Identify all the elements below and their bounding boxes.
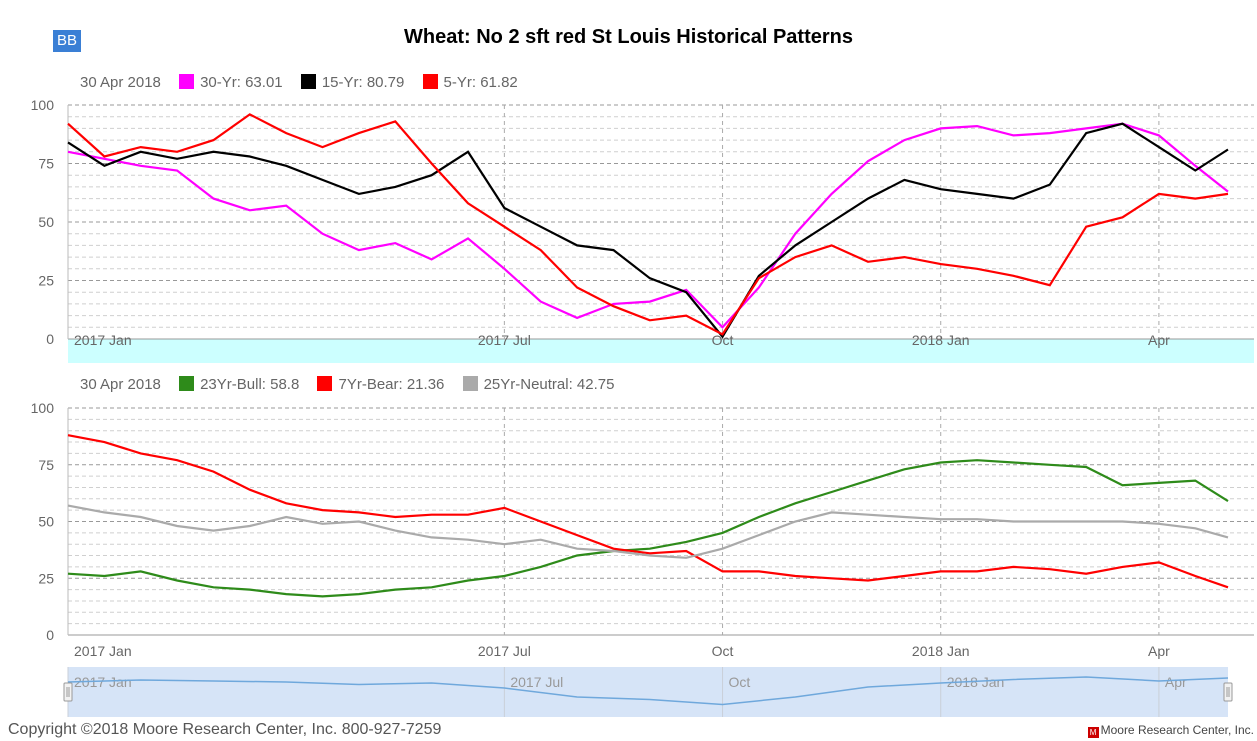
- top-chart-date-band: [68, 339, 1254, 363]
- top-legend-date: 30 Apr 2018: [80, 74, 161, 91]
- navigator-background: [68, 667, 1228, 717]
- top-chart-y-tick-label: 100: [31, 97, 55, 113]
- bottom-chart-x-tick-label: 2017 Jan: [74, 643, 132, 659]
- bottom-legend: 30 Apr 2018 23Yr-Bull: 58.8 7Yr-Bear: 21…: [80, 376, 614, 393]
- brand-credit[interactable]: M Moore Research Center, Inc.: [1087, 723, 1254, 738]
- bb-badge[interactable]: BB: [53, 30, 81, 52]
- navigator-handle-left[interactable]: [63, 682, 73, 702]
- bottom-chart-x-tick-label: Oct: [712, 643, 734, 659]
- bottom-chart-x-tick-label: 2017 Jul: [478, 643, 531, 659]
- legend-swatch: [462, 376, 478, 391]
- navigator-tick-label: Apr: [1165, 674, 1187, 690]
- bottom-chart-x-tick-label: Apr: [1148, 643, 1170, 659]
- legend-item-5yr[interactable]: 5-Yr: 61.82: [422, 74, 518, 91]
- navigator-handle-right[interactable]: [1223, 682, 1233, 702]
- bottom-chart-series-line-25yr-neutral: [67, 504, 1229, 559]
- legend-item-15yr[interactable]: 15-Yr: 80.79: [300, 74, 405, 91]
- legend-item-bull[interactable]: 23Yr-Bull: 58.8: [179, 376, 299, 393]
- legend-label: 23Yr-Bull: 58.8: [200, 376, 300, 393]
- top-chart-y-tick-label: 25: [38, 273, 54, 289]
- top-chart-x-tick-label: 2017 Jan: [74, 332, 132, 348]
- top-legend: 30 Apr 2018 30-Yr: 63.01 15-Yr: 80.79 5-…: [80, 74, 518, 91]
- top-chart-series-line-5-yr: [67, 113, 1229, 336]
- legend-label: 25Yr-Neutral: 42.75: [483, 376, 615, 393]
- chart-title: Wheat: No 2 sft red St Louis Historical …: [404, 26, 853, 48]
- legend-item-30yr[interactable]: 30-Yr: 63.01: [179, 74, 283, 91]
- top-chart-x-tick-label: 2018 Jan: [912, 332, 970, 348]
- navigator-tick-label: 2017 Jul: [510, 674, 563, 690]
- top-chart-series-line-15-yr: [67, 122, 1229, 339]
- legend-label: 7Yr-Bear: 21.36: [338, 376, 445, 393]
- top-chart-x-tick-label: 2017 Jul: [478, 332, 531, 348]
- legend-label: 5-Yr: 61.82: [443, 74, 518, 91]
- brand-label: Moore Research Center, Inc.: [1100, 723, 1254, 737]
- bottom-legend-date: 30 Apr 2018: [80, 376, 161, 393]
- navigator-tick-label: Oct: [729, 674, 751, 690]
- brand-logo-icon: M: [1087, 727, 1099, 738]
- legend-swatch: [179, 74, 195, 89]
- top-chart-y-tick-label: 50: [38, 214, 54, 230]
- legend-swatch: [317, 376, 333, 391]
- bottom-chart-y-tick-label: 75: [38, 457, 54, 473]
- bottom-chart-y-tick-label: 25: [38, 570, 54, 586]
- bottom-chart-x-tick-label: 2018 Jan: [912, 643, 970, 659]
- top-chart-x-tick-label: Oct: [712, 332, 734, 348]
- legend-item-bear[interactable]: 7Yr-Bear: 21.36: [317, 376, 444, 393]
- bottom-chart-series-line-23yr-bull: [67, 459, 1229, 598]
- legend-label: 15-Yr: 80.79: [321, 74, 405, 91]
- top-chart-y-tick-label: 0: [46, 331, 54, 347]
- legend-swatch: [422, 74, 438, 89]
- bottom-chart-y-tick-label: 50: [38, 514, 54, 530]
- top-chart-x-tick-label: Apr: [1148, 332, 1170, 348]
- legend-swatch: [300, 74, 316, 89]
- bottom-chart-y-tick-label: 100: [31, 400, 55, 416]
- navigator-series-line: [67, 676, 1229, 706]
- top-chart-y-tick-label: 75: [38, 156, 54, 172]
- bottom-chart-y-tick-label: 0: [46, 627, 54, 643]
- top-chart-series-line-30-yr: [67, 122, 1229, 329]
- legend-label: 30-Yr: 63.01: [200, 74, 283, 91]
- copyright-text: Copyright ©2018 Moore Research Center, I…: [8, 721, 442, 738]
- legend-swatch: [179, 376, 195, 391]
- navigator-tick-label: 2017 Jan: [74, 674, 132, 690]
- legend-item-neutral[interactable]: 25Yr-Neutral: 42.75: [462, 376, 615, 393]
- bottom-chart-series-line-7yr-bear: [67, 434, 1229, 589]
